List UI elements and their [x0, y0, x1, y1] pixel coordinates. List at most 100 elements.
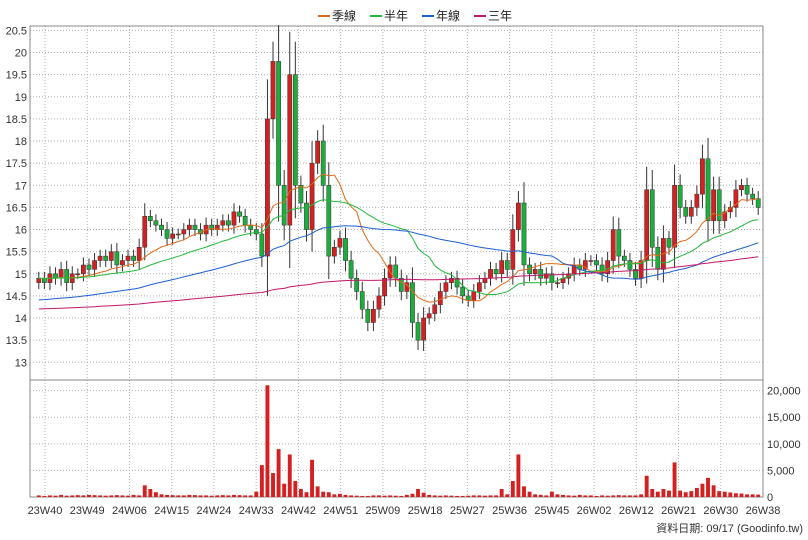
candle-body — [359, 291, 365, 310]
date-tick-label: 23W49 — [70, 505, 105, 517]
candle-body — [343, 238, 348, 261]
volume-bar — [326, 492, 331, 497]
candle-body — [582, 260, 588, 270]
candle-body — [666, 238, 672, 248]
volume-bar — [449, 495, 454, 497]
candle-body — [292, 74, 298, 186]
candle-body — [460, 286, 466, 297]
candle-body — [588, 260, 594, 262]
candle-body — [320, 140, 326, 186]
volume-tick-label: 0 — [767, 492, 773, 504]
candle-body — [683, 207, 689, 217]
volume-bar — [555, 494, 560, 497]
volume-bar — [287, 454, 292, 497]
volume-bar — [477, 495, 482, 497]
candle-body — [108, 251, 114, 261]
volume-bar — [304, 492, 309, 497]
volume-bar — [36, 495, 41, 497]
candle-body — [259, 233, 265, 257]
candle-body — [755, 198, 761, 208]
volume-bar — [298, 489, 303, 497]
candle-body — [92, 260, 97, 270]
volume-bar — [455, 495, 460, 497]
date-tick-label: 23W40 — [28, 505, 63, 517]
volume-bar — [142, 485, 147, 497]
volume-bar — [750, 494, 755, 497]
candle-body — [621, 255, 627, 261]
candle-body — [376, 295, 382, 310]
volume-bar — [672, 462, 677, 497]
candle-body — [543, 273, 549, 279]
volume-bar — [745, 494, 750, 497]
volume-bar — [733, 493, 738, 497]
volume-bar — [226, 495, 231, 497]
candle-body — [499, 260, 505, 275]
volume-bar — [70, 495, 75, 497]
volume-bar — [416, 489, 420, 497]
volume-bar — [499, 489, 504, 497]
volume-bar — [232, 494, 236, 497]
volume-bar — [365, 495, 370, 497]
volume-bar — [404, 494, 409, 497]
candle-body — [181, 229, 187, 235]
candle-body — [354, 277, 360, 292]
price-tick-label: 16 — [15, 225, 27, 237]
candle-body — [175, 233, 181, 236]
candle-body — [103, 255, 109, 261]
candle-body — [114, 251, 120, 266]
candle-body — [672, 185, 677, 248]
date-tick-label: 25W18 — [408, 505, 443, 517]
volume-bar — [694, 487, 699, 497]
volume-bar — [131, 494, 136, 497]
price-tick-label: 14 — [15, 313, 27, 325]
candle-body — [365, 308, 371, 323]
volume-bar — [148, 489, 153, 497]
candle-body — [248, 224, 254, 230]
volume-bar — [516, 454, 521, 497]
candle-body — [125, 255, 131, 261]
volume-bar — [667, 490, 671, 497]
candle-body — [649, 189, 655, 248]
volume-bar — [220, 495, 225, 497]
date-tick-label: 24W06 — [112, 505, 147, 517]
volume-bar — [644, 475, 649, 497]
volume-bar — [360, 495, 365, 497]
candle-body — [716, 189, 722, 221]
date-tick-label: 26W30 — [703, 505, 738, 517]
volume-bar — [544, 495, 549, 497]
candle-body — [705, 158, 711, 221]
volume-tick-label: 5,000 — [767, 465, 795, 477]
price-tick-label: 17 — [15, 180, 27, 192]
volume-bar — [527, 491, 532, 497]
volume-axis-ticks: 0 5,000 10,000 15,000 20,000 — [767, 386, 801, 504]
candle-body — [655, 247, 661, 270]
volume-bar — [354, 495, 359, 497]
volume-bar — [611, 495, 616, 497]
volume-bar — [315, 486, 320, 497]
legend-item: 年線 — [436, 8, 460, 23]
date-tick-label: 24W42 — [281, 505, 316, 517]
candle-body — [315, 140, 321, 164]
ma-quarter-line — [38, 173, 759, 303]
volume-bar — [343, 494, 348, 497]
date-tick-label: 26W38 — [746, 505, 781, 517]
volume-bar — [75, 495, 80, 497]
volume-bar — [276, 449, 281, 497]
candle-body — [410, 282, 415, 323]
volume-bar — [600, 495, 605, 497]
price-tick-label: 19 — [15, 92, 27, 104]
candle-body — [86, 264, 92, 270]
legend-item: 季線 — [332, 8, 356, 23]
candle-body — [287, 74, 293, 226]
volume-panel-frame — [29, 379, 764, 498]
volume-bar — [706, 477, 710, 497]
volume-bar — [153, 492, 158, 497]
ma-year-line — [38, 225, 759, 301]
volume-bar — [494, 495, 499, 497]
volume-bar — [42, 495, 47, 497]
candle-body — [538, 269, 544, 279]
candle-body — [744, 185, 750, 195]
candle-body — [677, 185, 683, 208]
volume-bar — [388, 495, 393, 497]
volume-bar — [349, 495, 354, 497]
